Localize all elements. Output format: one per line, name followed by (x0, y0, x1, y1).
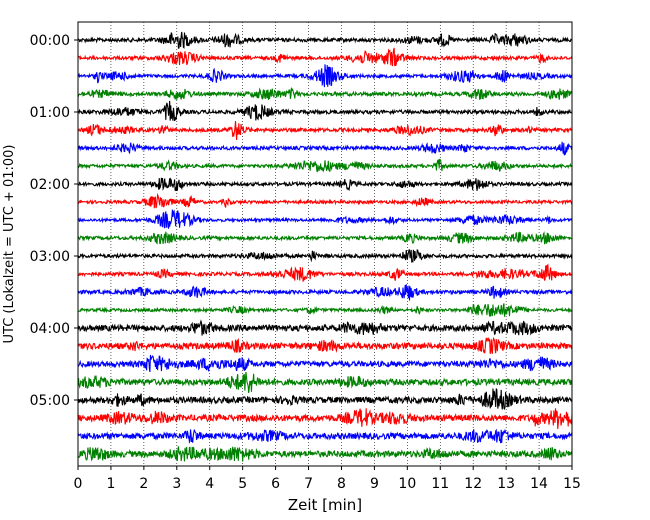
seismogram-trace (77, 87, 573, 101)
seismogram-trace (77, 100, 573, 122)
seismogram-trace (77, 192, 573, 209)
plot-frame (77, 21, 573, 467)
seismogram-trace (77, 263, 573, 282)
vertical-grid (110, 22, 540, 466)
seismogram-trace (77, 231, 573, 245)
x-tick-label: 9 (370, 476, 379, 492)
seismogram-trace (77, 209, 573, 229)
seismogram-trace (77, 319, 573, 336)
seismogram-trace (77, 303, 573, 317)
x-tick-label: 1 (106, 476, 115, 492)
x-tick-label: 10 (398, 476, 416, 492)
y-tick-label: 02:00 (30, 177, 70, 193)
seismogram-trace (77, 408, 573, 430)
seismogram-trace (77, 337, 573, 354)
x-tick-label: 11 (431, 476, 449, 492)
seismogram-trace (77, 31, 573, 49)
x-tick-label: 4 (205, 476, 214, 492)
seismogram-trace (77, 446, 573, 462)
x-tick-label: 12 (464, 476, 482, 492)
seismogram-trace (77, 284, 573, 301)
x-tick-label: 3 (172, 476, 181, 492)
y-tick-label: 00:00 (30, 33, 70, 49)
x-tick-label: 2 (139, 476, 148, 492)
y-tick-label: 01:00 (30, 105, 70, 121)
seismogram-trace (77, 372, 573, 394)
y-tick-label: 04:00 (30, 321, 70, 337)
seismogram-trace (77, 354, 573, 373)
y-tick-label: 03:00 (30, 249, 70, 265)
x-axis: 0 1 2 3 4 5 6 7 8 9 10 11 12 13 14 15 (74, 466, 581, 492)
seismogram-trace (77, 388, 573, 411)
x-tick-label: 13 (497, 476, 515, 492)
x-tick-label: 6 (271, 476, 280, 492)
x-tick-label: 7 (304, 476, 313, 492)
x-tick-label: 5 (238, 476, 247, 492)
seismogram-trace (77, 249, 573, 263)
y-axis: 00:00 01:00 02:00 03:00 04:00 05:00 (30, 33, 78, 409)
y-axis-title: UTC (Lokalzeit = UTC + 01:00) (2, 145, 17, 344)
x-axis-title: Zeit [min] (288, 496, 362, 514)
seismogram-trace (77, 64, 573, 88)
seismogram-trace (77, 141, 573, 156)
trace-group (77, 31, 573, 462)
x-tick-label: 0 (74, 476, 83, 492)
seismogram-trace (77, 177, 573, 192)
x-tick-label: 14 (530, 476, 548, 492)
seismogram-trace (77, 428, 573, 444)
seismogram-trace (77, 121, 573, 141)
x-tick-label: 8 (337, 476, 346, 492)
y-tick-label: 05:00 (30, 393, 70, 409)
seismogram-trace (77, 47, 573, 67)
x-tick-label: 15 (563, 476, 581, 492)
seismogram-trace (77, 158, 573, 173)
